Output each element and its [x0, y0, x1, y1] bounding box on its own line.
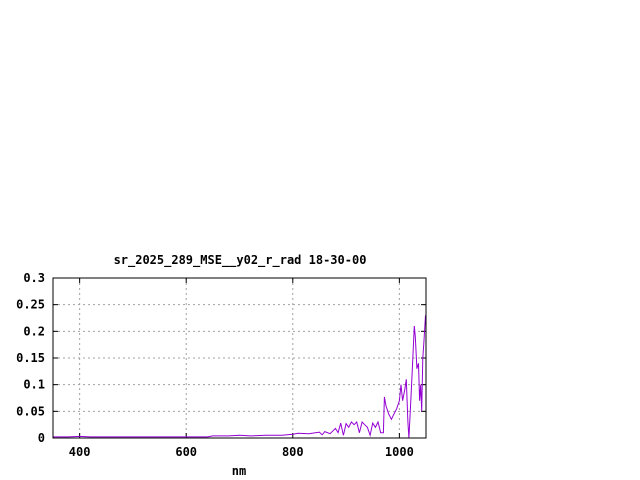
- x-axis: 400 600 800 1000: [69, 278, 414, 459]
- y-tick-label: 0.25: [16, 298, 45, 312]
- x-axis-label: nm: [232, 464, 246, 478]
- y-axis: 0 0.05 0.1 0.15 0.2 0.25 0.3: [16, 271, 426, 445]
- y-tick-label: 0.1: [23, 378, 45, 392]
- series-line: [53, 315, 426, 439]
- x-tick-label: 800: [282, 445, 304, 459]
- x-tick-label: 400: [69, 445, 91, 459]
- series-group: [53, 315, 426, 439]
- y-tick-label: 0.05: [16, 404, 45, 418]
- y-tick-label: 0.3: [23, 271, 45, 285]
- y-tick-label: 0.15: [16, 351, 45, 365]
- x-tick-label: 1000: [385, 445, 414, 459]
- grid: [53, 278, 426, 438]
- y-tick-label: 0.2: [23, 324, 45, 338]
- plot-border: [52, 277, 427, 439]
- x-tick-label: 600: [175, 445, 197, 459]
- y-tick-label: 0: [38, 431, 45, 445]
- chart-title: sr_2025_289_MSE__y02_r_rad 18-30-00: [114, 253, 367, 268]
